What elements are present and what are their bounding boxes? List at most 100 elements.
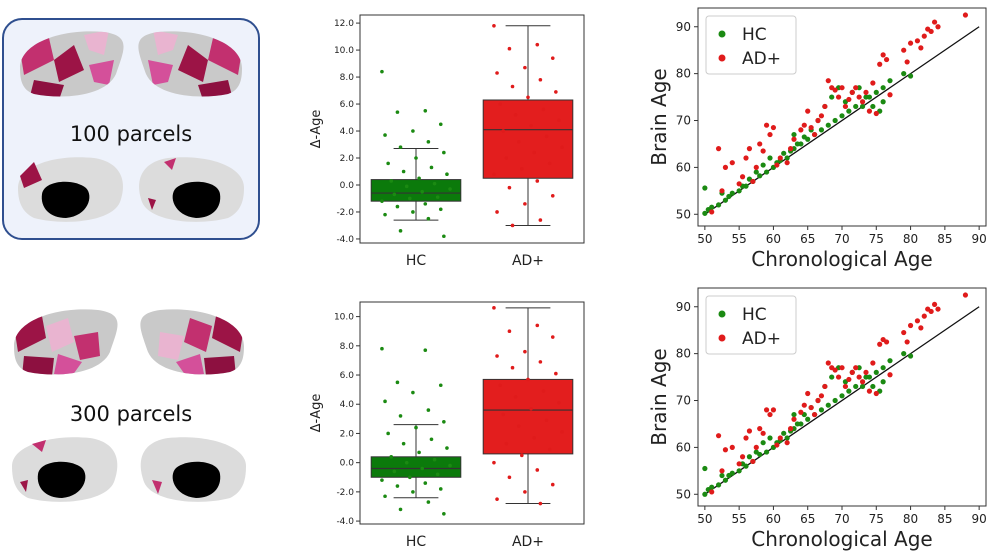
data-point-hc [760,162,766,168]
data-point-hc [829,374,835,380]
data-point-hc [832,397,838,404]
x-tick-label: HC [406,534,427,550]
y-tick-label: 70 [676,394,691,408]
y-tick-label: 6.0 [340,371,355,381]
data-point-ad [801,122,807,128]
y-tick-label: 60 [676,440,691,454]
data-point [529,406,533,411]
data-point [380,199,384,203]
data-point [395,204,400,209]
data-point [538,218,543,222]
data-point-ad [774,442,780,448]
data-point-hc [784,435,790,441]
data-point [380,346,384,351]
data-point [507,329,512,334]
data-point [492,172,496,176]
data-point [504,156,509,160]
data-point [411,390,415,395]
data-point-hc [722,477,729,483]
data-point-hc [907,73,914,79]
data-point [557,400,561,405]
data-point [445,172,449,176]
x-tick-label: 80 [903,512,918,526]
data-point [532,436,536,440]
data-point [538,77,543,82]
identity-line [704,26,980,215]
data-point-hc [702,491,708,497]
data-point [380,478,384,482]
data-point-ad [715,146,722,152]
data-point-hc [880,99,886,105]
data-point [538,360,543,364]
y-tick-label: 2.0 [340,154,355,164]
data-point [550,482,555,487]
data-point-hc [736,188,742,194]
data-point-hc [880,365,886,371]
data-point-hc [870,383,876,390]
data-point [532,150,536,155]
data-point-ad [842,383,849,390]
legend-label: AD+ [742,49,781,69]
data-point [535,179,540,183]
data-point [395,484,400,488]
data-point-ad [880,52,886,58]
brain-medial-left-icon [18,157,123,222]
data-point-ad [931,19,938,25]
data-point-hc [736,468,742,474]
data-point-hc [791,411,797,418]
data-point [383,399,387,404]
data-point-hc [887,78,893,84]
data-point-hc [767,435,773,441]
data-point [442,511,446,516]
data-point [417,176,421,181]
x-tick-label: 65 [800,512,815,526]
y-tick-label: 80 [676,347,691,361]
data-point-ad [715,433,722,439]
data-point-ad [767,411,773,418]
x-tick-label: 80 [903,232,918,246]
data-point-ad [750,178,756,185]
data-point [414,156,418,160]
data-point-hc [825,122,831,128]
legend-label: HC [742,305,767,325]
x-tick-label: 85 [937,232,952,246]
x-tick-label: 70 [834,512,849,526]
data-point-ad [866,108,873,114]
data-point-ad [791,136,797,142]
data-point [432,457,437,462]
data-point-hc [760,440,766,446]
data-point [516,424,521,428]
x-tick-label: 60 [766,232,781,246]
data-point-ad [907,322,914,329]
data-point [398,414,403,418]
data-point-ad [866,388,873,394]
data-point-ad [842,103,849,110]
y-tick-label: 10.0 [334,46,354,56]
data-point-ad [736,461,742,467]
data-point-ad [719,468,725,474]
data-point [383,133,387,137]
y-tick-label: 50 [676,487,691,501]
x-tick-label: 90 [972,512,987,526]
y-tick-label: 0.0 [340,181,355,191]
data-point-ad [870,80,876,86]
data-point-hc [873,89,879,95]
data-point-ad [921,33,927,39]
data-point-hc [805,136,811,142]
x-tick-label: 85 [937,512,952,526]
data-point-ad [921,313,927,319]
data-point-ad [883,339,890,345]
data-point-ad [863,89,869,95]
data-point [414,425,418,430]
plot-frame [359,301,585,525]
y-axis-label: Brain Age [647,348,671,445]
data-point [544,134,549,139]
data-point-ad [935,24,941,30]
data-point [411,129,415,133]
data-point [426,500,431,504]
data-point-ad [859,379,866,385]
x-tick-label: 75 [869,232,884,246]
data-point-hc [880,85,886,91]
data-point [495,497,499,501]
data-point-ad [746,146,753,152]
